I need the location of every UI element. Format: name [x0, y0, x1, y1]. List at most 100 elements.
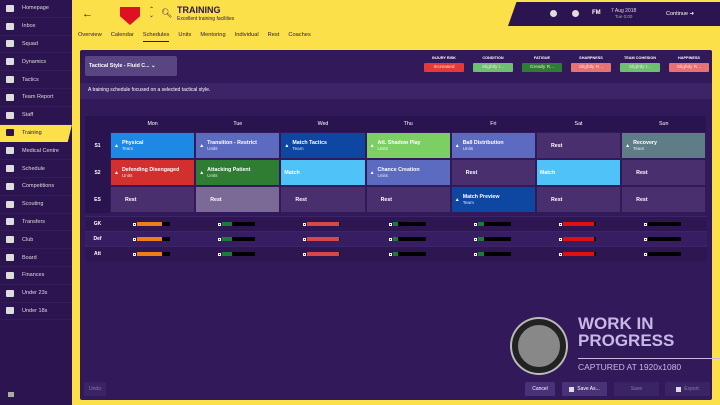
sidebar-item-tactics[interactable]: Tactics [0, 71, 72, 89]
expand-icon[interactable] [558, 222, 562, 226]
expand-icon[interactable] [644, 237, 648, 241]
sidebar-item-team-report[interactable]: Team Report [0, 89, 72, 107]
expand-icon[interactable] [303, 237, 307, 241]
tab-units[interactable]: Units [178, 32, 192, 38]
sidebar-item-homepage[interactable]: Homepage [0, 0, 72, 18]
stat-injury-risk: INJURY RISK Increased [424, 56, 464, 72]
sidebar-item-inbox[interactable]: Inbox [0, 18, 72, 36]
expand-icon[interactable] [218, 252, 222, 256]
expand-icon[interactable] [388, 222, 392, 226]
expand-icon[interactable] [218, 237, 222, 241]
intensity-fill [392, 252, 398, 256]
undo-button[interactable]: Undo [84, 382, 106, 396]
sidebar-item-squad[interactable]: Squad [0, 36, 72, 54]
stat-value-badge[interactable]: Greatly R... [522, 63, 562, 72]
stat-value-badge[interactable]: Slightly I... [473, 63, 513, 72]
session-cell[interactable]: ▲ Attacking Patient Units [195, 159, 281, 186]
stat-value-badge[interactable]: Slightly I... [620, 63, 660, 72]
expand-icon[interactable] [644, 222, 648, 226]
session-cell[interactable]: Rest [535, 132, 622, 159]
expand-icon[interactable] [644, 252, 648, 256]
session-cell[interactable]: ▲ Ball Distribution Units [450, 132, 536, 159]
session-cell[interactable]: Rest [621, 159, 707, 186]
sidebar-item-dynamics[interactable]: Dynamics [0, 53, 72, 72]
session-cell[interactable]: Match [535, 159, 622, 186]
help-icon[interactable] [572, 10, 579, 17]
stat-label: CONDITION [482, 56, 504, 60]
sidebar-item-training[interactable]: Training [0, 124, 72, 143]
session-cell[interactable]: Match [280, 159, 366, 186]
medical-centre-icon [6, 147, 14, 155]
tab-rest[interactable]: Rest [267, 32, 280, 38]
globe-icon[interactable] [550, 10, 557, 17]
session-cell[interactable]: ▲ Chance Creation Units [365, 159, 451, 186]
save-as-label: Save As... [577, 386, 600, 392]
continue-button[interactable]: Continue ➜ [666, 11, 695, 17]
session-cell[interactable]: Rest [450, 159, 536, 186]
tab-calendar[interactable]: Calendar [110, 32, 134, 38]
tab-coaches[interactable]: Coaches [288, 32, 311, 38]
session-cell[interactable]: Rest [535, 186, 622, 213]
tab-overview[interactable]: Overview [78, 32, 102, 38]
sidebar-item-board[interactable]: Board [0, 249, 72, 267]
session-cell[interactable]: ▲ Match Tactics Team [280, 132, 366, 159]
stat-value-badge[interactable]: Slightly R... [669, 63, 709, 72]
expand-icon[interactable] [473, 237, 477, 241]
tab-individual[interactable]: Individual [234, 32, 259, 38]
club-crest[interactable] [120, 3, 140, 25]
expand-icon[interactable] [133, 252, 136, 256]
sidebar-item-competitions[interactable]: Competitions [0, 178, 72, 196]
session-cell[interactable]: Rest [110, 186, 196, 213]
expand-icon[interactable] [133, 222, 136, 226]
session-cell[interactable]: Rest [280, 186, 366, 213]
tab-mentoring[interactable]: Mentoring [200, 32, 226, 38]
session-cell[interactable]: ▲ Att. Shadow Play Units [365, 132, 451, 159]
expand-icon[interactable] [388, 252, 392, 256]
sidebar-item-staff[interactable]: Staff [0, 107, 72, 125]
sidebar-item-transfers[interactable]: Transfers [0, 214, 72, 232]
sidebar-item-schedule[interactable]: Schedule [0, 160, 72, 178]
stat-value-badge[interactable]: Increased [424, 63, 464, 72]
sidebar-item-under-23s[interactable]: Under 23s [0, 285, 72, 303]
fm-menu[interactable]: FM [592, 10, 601, 16]
settings-icon[interactable] [8, 392, 14, 397]
save-as-button[interactable]: Save As... [562, 382, 607, 396]
session-cell[interactable]: Rest [365, 186, 451, 213]
session-cell[interactable]: ▲ Defending Disengaged Units [110, 159, 196, 186]
expand-icon[interactable] [303, 222, 307, 226]
sidebar-item-under-18s[interactable]: Under 18s [0, 303, 72, 321]
day-header: Sat [535, 116, 622, 132]
intensity-fill [392, 237, 398, 241]
sidebar-item-scouting[interactable]: Scouting [0, 196, 72, 214]
search-icon[interactable]: 🔍︎ [161, 8, 173, 18]
top-bar: FM 7 Aug 2018 Tue 0:00 Continue ➜ [508, 2, 720, 26]
stat-value-badge[interactable]: Slightly R... [571, 63, 611, 72]
expand-icon[interactable] [218, 222, 222, 226]
sidebar-item-medical-centre[interactable]: Medical Centre [0, 142, 72, 161]
intensity-cell [280, 217, 365, 231]
session-cell[interactable]: Rest [621, 186, 707, 213]
expand-icon[interactable] [303, 252, 307, 256]
expand-icon[interactable] [388, 237, 392, 241]
expand-icon[interactable] [133, 237, 136, 241]
sidebar-item-finances[interactable]: Finances [0, 267, 72, 285]
schedule-dropdown[interactable]: Tactical Style - Fluid C... ⌄ [85, 56, 177, 76]
save-button[interactable]: Save [614, 382, 659, 396]
expand-icon[interactable] [473, 222, 477, 226]
back-arrow-icon[interactable]: ← [82, 8, 93, 20]
expand-icon[interactable] [558, 252, 562, 256]
session-cell[interactable]: ▲ Physical Team [110, 132, 196, 159]
session-cell[interactable]: ▲ Transition - Restrict Units [195, 132, 281, 159]
intensity-bar [648, 237, 682, 241]
session-cell[interactable]: ▲ Recovery Team [621, 132, 707, 159]
club-switch-arrows-icon[interactable]: ⌃ ⌄ [149, 7, 155, 19]
expand-icon[interactable] [473, 252, 477, 256]
export-button[interactable]: Export [665, 382, 710, 396]
session-cell[interactable]: Rest [195, 186, 281, 213]
tab-schedules[interactable]: Schedules [142, 32, 170, 42]
cancel-button[interactable]: Cancel [525, 382, 555, 396]
expand-icon[interactable] [558, 237, 562, 241]
session-cell[interactable]: ▲ Match Preview Team [450, 186, 536, 213]
sidebar-item-club[interactable]: Club [0, 231, 72, 250]
intensity-bar [392, 222, 426, 226]
